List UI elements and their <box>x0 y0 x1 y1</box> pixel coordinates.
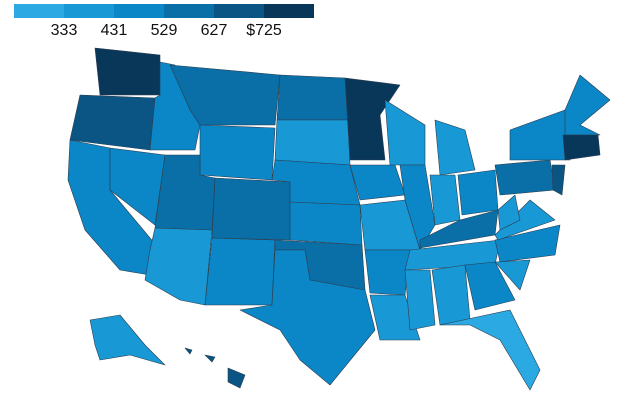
state <box>384 99 426 166</box>
legend-swatch <box>114 4 164 18</box>
state <box>109 147 166 226</box>
state <box>69 94 156 151</box>
state <box>211 177 291 241</box>
legend-label: $725 <box>246 22 282 39</box>
state <box>276 74 349 121</box>
state <box>509 109 571 161</box>
state <box>494 259 531 291</box>
state <box>204 354 216 363</box>
state <box>144 227 213 306</box>
state <box>199 124 276 181</box>
state <box>431 264 471 326</box>
state <box>404 269 436 331</box>
state <box>227 367 246 389</box>
legend-label: 529 <box>151 22 178 39</box>
state <box>184 347 193 355</box>
legend-swatch <box>164 4 214 18</box>
state <box>434 119 476 176</box>
state <box>562 134 601 161</box>
state <box>429 174 461 226</box>
state <box>169 64 281 126</box>
legend-label: 627 <box>201 22 228 39</box>
states <box>67 47 611 391</box>
state <box>94 47 161 96</box>
state <box>497 194 521 231</box>
state <box>204 237 276 306</box>
state <box>289 201 363 246</box>
state <box>239 249 376 386</box>
state <box>457 169 499 216</box>
state <box>551 164 566 196</box>
state <box>274 119 351 166</box>
state <box>344 77 401 161</box>
legend-swatch <box>64 4 114 18</box>
state <box>349 164 406 201</box>
legend-swatch <box>14 4 64 18</box>
state <box>364 249 411 296</box>
state <box>494 224 561 263</box>
state <box>369 294 421 341</box>
state <box>419 209 499 249</box>
legend-label: 431 <box>101 22 128 39</box>
state <box>439 309 541 391</box>
state <box>494 159 556 196</box>
legend: 333 431 529 627 $725 <box>14 4 314 39</box>
legend-label: 333 <box>51 22 78 39</box>
state <box>89 314 166 366</box>
legend-swatch <box>214 4 264 18</box>
legend-swatch <box>264 4 314 18</box>
state <box>564 74 611 136</box>
state <box>464 261 516 311</box>
